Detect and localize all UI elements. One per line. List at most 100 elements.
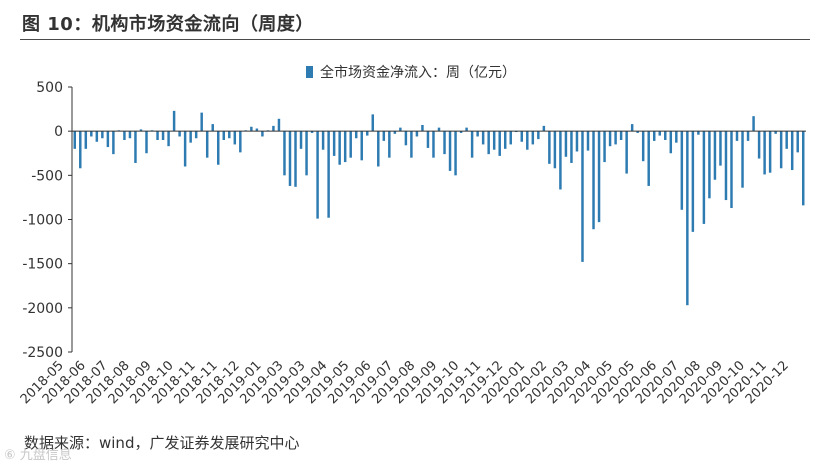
bar <box>128 131 132 139</box>
bars <box>73 110 805 306</box>
bar <box>123 131 126 140</box>
bar <box>603 131 606 163</box>
bar <box>316 131 319 219</box>
bar <box>299 131 303 149</box>
bar <box>492 131 496 150</box>
bar <box>487 131 490 155</box>
bar <box>349 131 352 158</box>
bar <box>686 131 689 306</box>
bar <box>288 131 292 186</box>
bar <box>189 131 192 143</box>
bar <box>730 131 733 209</box>
bar <box>172 110 176 132</box>
y-tick-label: -1500 <box>22 257 63 273</box>
bar-chart: 全市场资金净流入：周（亿元） 500 0 -500 -1000 -1500 -2000 -2… <box>18 64 806 407</box>
bar <box>332 131 336 156</box>
bar <box>84 131 88 149</box>
bar <box>217 131 220 165</box>
bar <box>586 131 590 151</box>
bar <box>774 131 777 134</box>
bar <box>95 131 99 142</box>
bar <box>382 131 386 141</box>
bar <box>779 131 783 169</box>
bar <box>321 131 325 150</box>
bar <box>713 131 717 180</box>
bar <box>691 131 695 232</box>
bar <box>73 131 76 149</box>
legend-swatch <box>306 66 313 78</box>
bar <box>741 131 744 188</box>
bar <box>564 131 568 157</box>
bar <box>101 131 104 139</box>
y-tick-label: -2500 <box>22 345 63 361</box>
y-tick-label: -500 <box>31 168 63 184</box>
bar <box>283 131 286 176</box>
watermark: ⑥ 九盘信息 <box>4 448 72 463</box>
source-note: 数据来源：wind，广发证券发展研究中心 <box>24 434 300 452</box>
bar <box>454 131 457 176</box>
bar <box>802 131 805 206</box>
y-tick-label: -2000 <box>22 301 63 317</box>
bar <box>443 131 446 155</box>
bar <box>790 131 794 171</box>
bar <box>619 131 623 140</box>
bar <box>570 131 573 163</box>
bar <box>625 131 628 174</box>
bar <box>559 131 562 190</box>
bar <box>548 131 551 164</box>
bar <box>388 131 391 158</box>
bar <box>343 131 347 163</box>
bar <box>106 131 110 148</box>
bar <box>581 131 584 262</box>
bar <box>735 131 739 141</box>
bar <box>658 131 661 136</box>
bar <box>763 131 766 175</box>
bar <box>768 131 772 173</box>
y-tick-label: -1000 <box>22 213 63 229</box>
bar <box>354 131 358 139</box>
bar <box>410 131 413 158</box>
bar <box>608 131 612 147</box>
y-axis: 500 0 -500 -1000 -1500 -2000 -2500 <box>22 80 73 361</box>
bar <box>222 131 226 140</box>
title-divider <box>20 39 810 40</box>
bar <box>377 131 380 167</box>
bar <box>470 131 474 158</box>
bar <box>526 131 529 150</box>
bar <box>459 131 463 133</box>
bar <box>255 128 259 132</box>
bar <box>614 131 617 145</box>
bar <box>272 125 275 132</box>
bar <box>200 112 203 132</box>
bar <box>393 131 397 134</box>
bar <box>211 124 214 132</box>
bar <box>415 131 419 137</box>
bar <box>542 125 546 132</box>
bar <box>680 131 684 210</box>
bar <box>669 131 673 154</box>
bar <box>641 131 645 162</box>
figure-title: 图 10：机构市场资金流向（周度） <box>22 14 314 35</box>
bar <box>294 131 297 187</box>
bar <box>404 131 408 146</box>
bar <box>112 131 115 155</box>
bar <box>481 131 485 145</box>
y-tick-label: 500 <box>36 80 63 96</box>
bar <box>575 131 579 152</box>
bar <box>630 124 634 132</box>
bar <box>498 131 501 156</box>
bar <box>167 131 170 147</box>
bar <box>233 131 237 145</box>
legend: 全市场资金净流入：周（亿元） <box>306 64 516 81</box>
bar <box>796 131 799 153</box>
bar <box>305 131 308 176</box>
bar <box>338 131 341 165</box>
y-tick-label: 0 <box>54 124 63 140</box>
bar <box>636 131 639 133</box>
bar <box>465 127 468 132</box>
bar <box>746 131 750 141</box>
bar <box>537 131 540 140</box>
bar <box>647 131 650 186</box>
bar <box>719 131 722 166</box>
bar <box>752 116 755 132</box>
